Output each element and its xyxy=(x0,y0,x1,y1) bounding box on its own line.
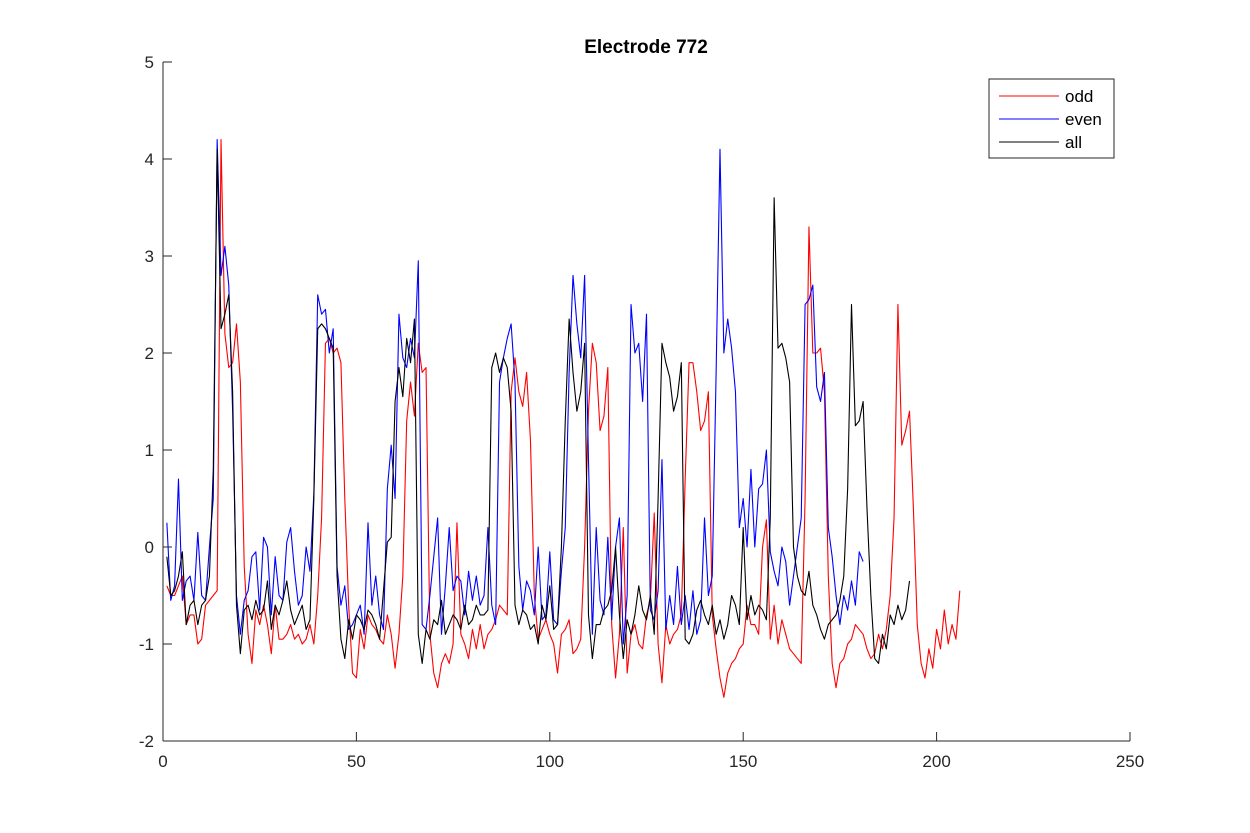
legend-label-all: all xyxy=(1065,133,1082,152)
x-tick-label: 100 xyxy=(536,752,564,771)
y-tick-label: 5 xyxy=(145,53,154,72)
y-tick-label: 0 xyxy=(145,538,154,557)
series-line-odd xyxy=(166,139,961,698)
y-tick-label: 4 xyxy=(145,150,154,169)
x-tick-label: 0 xyxy=(158,752,167,771)
y-tick-label: 1 xyxy=(145,441,154,460)
x-tick-label: 50 xyxy=(347,752,366,771)
series-layer xyxy=(166,139,961,698)
x-tick-label: 150 xyxy=(729,752,757,771)
plot-background xyxy=(163,62,1130,741)
y-tick-label: 3 xyxy=(145,247,154,266)
legend-label-even: even xyxy=(1065,110,1102,129)
axes-layer: 0 50 100 150 200 250 -2 -1 0 1 2 3 4 5 xyxy=(139,53,1144,771)
series-line-all xyxy=(166,148,911,664)
legend: odd even all xyxy=(988,78,1115,159)
x-tick-label: 200 xyxy=(922,752,950,771)
y-tick-label: -1 xyxy=(139,635,154,654)
y-tick-label: 2 xyxy=(145,344,154,363)
legend-label-odd: odd xyxy=(1065,87,1093,106)
chart-title: Electrode 772 xyxy=(584,37,708,58)
y-tick-label: -2 xyxy=(139,732,154,751)
x-tick-label: 250 xyxy=(1116,752,1144,771)
